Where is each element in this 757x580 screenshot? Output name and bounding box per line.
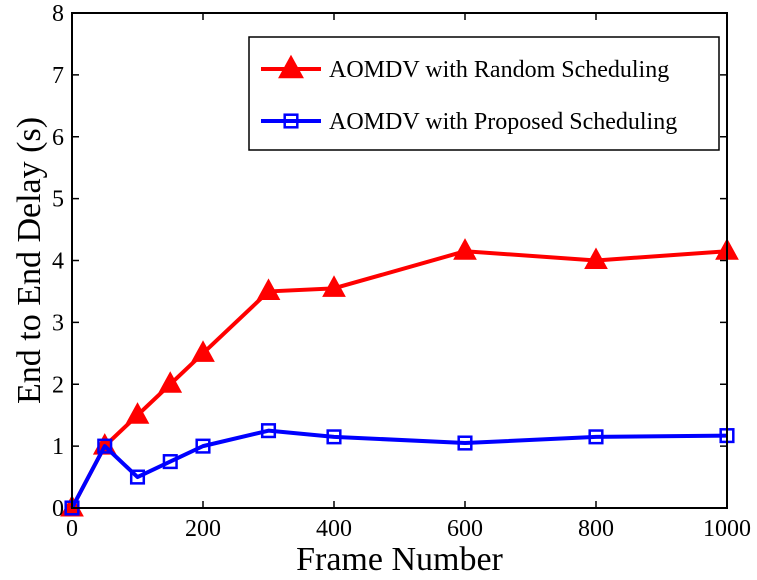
triangle-marker xyxy=(158,371,183,393)
square-marker xyxy=(260,423,277,439)
y-tick-label: 4 xyxy=(52,249,64,275)
y-tick-label: 7 xyxy=(52,63,64,89)
square-marker xyxy=(283,113,299,129)
y-tick-label: 6 xyxy=(52,125,64,151)
triangle-marker xyxy=(453,238,477,260)
legend: AOMDV with Random Scheduling AOMDV with P… xyxy=(248,36,720,151)
x-tick-label: 200 xyxy=(185,516,221,542)
y-axis-title: End to End Delay (s) xyxy=(11,117,48,404)
square-marker xyxy=(97,438,113,454)
series-layer xyxy=(60,238,739,517)
legend-label: AOMDV with Random Scheduling xyxy=(329,57,669,83)
triangle-marker xyxy=(278,54,304,79)
square-marker xyxy=(129,469,146,485)
series-line xyxy=(70,428,728,509)
series-line xyxy=(70,249,728,509)
legend-label: AOMDV with Proposed Scheduling xyxy=(329,109,677,135)
legend-entry-1: AOMDV with Random Scheduling xyxy=(261,54,669,83)
square-marker xyxy=(326,429,342,445)
y-tick-label: 1 xyxy=(52,434,64,460)
square-marker xyxy=(457,435,473,451)
x-tick-label: 1000 xyxy=(703,516,751,542)
x-tick-label: 400 xyxy=(316,516,352,542)
legend-entry-2: AOMDV with Proposed Scheduling xyxy=(261,109,677,135)
square-marker xyxy=(162,454,178,470)
y-tick-label: 3 xyxy=(52,310,64,336)
triangle-marker xyxy=(322,275,346,297)
x-tick-label: 0 xyxy=(66,516,78,542)
series-1 xyxy=(60,238,739,517)
triangle-marker xyxy=(125,402,150,424)
y-tick-label: 5 xyxy=(52,187,64,213)
triangle-marker xyxy=(584,247,608,269)
triangle-marker xyxy=(256,278,281,300)
square-marker xyxy=(588,429,604,445)
y-tick-label: 0 xyxy=(52,496,64,522)
triangle-marker xyxy=(191,340,215,362)
axis-ticks: 0 200 400 600 800 1000 0 1 2 3 4 5 6 7 8 xyxy=(52,1,751,542)
square-marker xyxy=(195,438,211,454)
x-axis-title: Frame Number xyxy=(296,541,503,578)
y-tick-label: 2 xyxy=(52,372,64,398)
series-2 xyxy=(64,423,735,516)
legend-box xyxy=(248,36,720,151)
x-tick-label: 800 xyxy=(578,516,614,542)
y-tick-label: 8 xyxy=(52,1,64,27)
x-tick-label: 600 xyxy=(447,516,483,542)
